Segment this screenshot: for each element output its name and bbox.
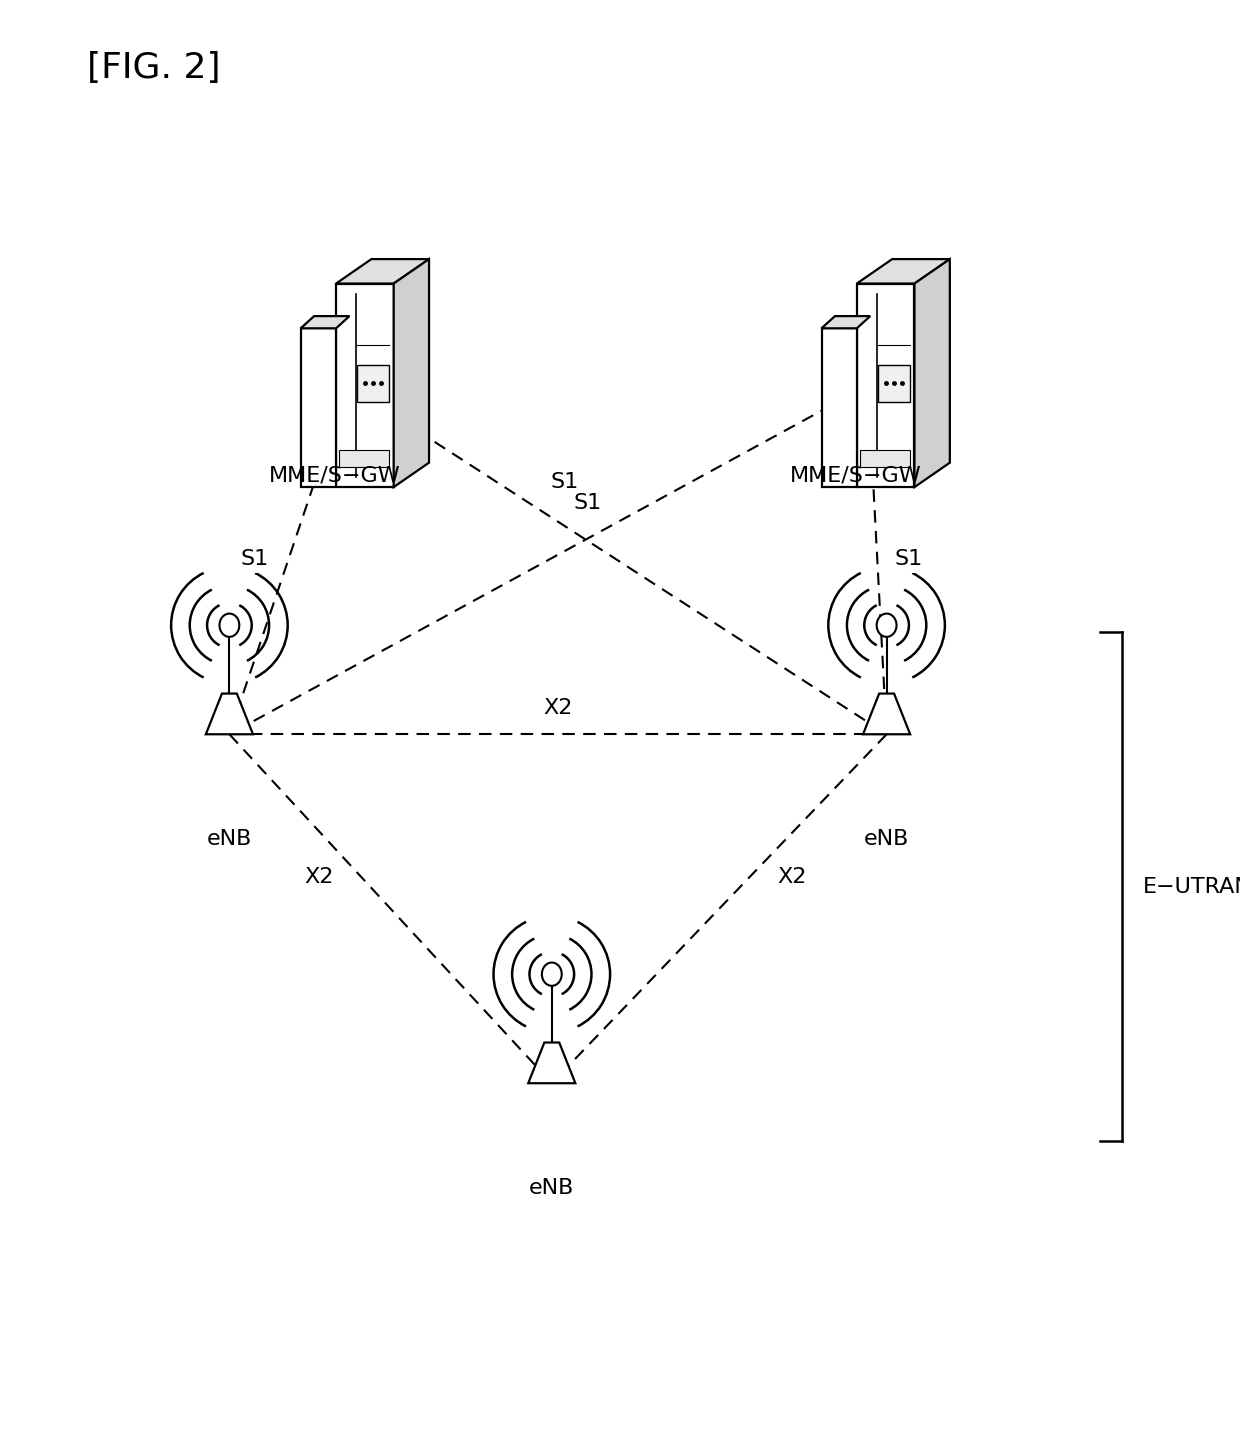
Polygon shape xyxy=(857,284,914,487)
Polygon shape xyxy=(206,694,253,734)
Polygon shape xyxy=(821,316,870,329)
Polygon shape xyxy=(863,694,910,734)
Text: eNB: eNB xyxy=(529,1178,574,1198)
Polygon shape xyxy=(914,259,950,487)
Text: eNB: eNB xyxy=(864,829,909,849)
Polygon shape xyxy=(336,259,429,284)
Polygon shape xyxy=(821,329,857,487)
Text: S1: S1 xyxy=(551,471,579,491)
Text: MME/S−GW: MME/S−GW xyxy=(790,465,921,486)
Text: eNB: eNB xyxy=(207,829,252,849)
Text: X2: X2 xyxy=(777,867,806,887)
Polygon shape xyxy=(859,451,910,467)
Polygon shape xyxy=(339,451,389,467)
Text: S1: S1 xyxy=(894,550,923,570)
Circle shape xyxy=(542,963,562,986)
Text: X2: X2 xyxy=(543,698,573,718)
Polygon shape xyxy=(857,259,950,284)
Text: X2: X2 xyxy=(304,867,334,887)
Text: MME/S−GW: MME/S−GW xyxy=(269,465,401,486)
Polygon shape xyxy=(301,329,336,487)
Circle shape xyxy=(877,614,897,637)
Polygon shape xyxy=(336,284,394,487)
Polygon shape xyxy=(878,365,910,401)
Text: S1: S1 xyxy=(241,550,269,570)
Polygon shape xyxy=(394,259,429,487)
Polygon shape xyxy=(357,365,389,401)
Text: S1: S1 xyxy=(573,493,601,513)
Text: [FIG. 2]: [FIG. 2] xyxy=(87,51,221,84)
Circle shape xyxy=(219,614,239,637)
Polygon shape xyxy=(301,316,350,329)
Text: E−UTRAN: E−UTRAN xyxy=(1143,877,1240,897)
Polygon shape xyxy=(528,1043,575,1083)
